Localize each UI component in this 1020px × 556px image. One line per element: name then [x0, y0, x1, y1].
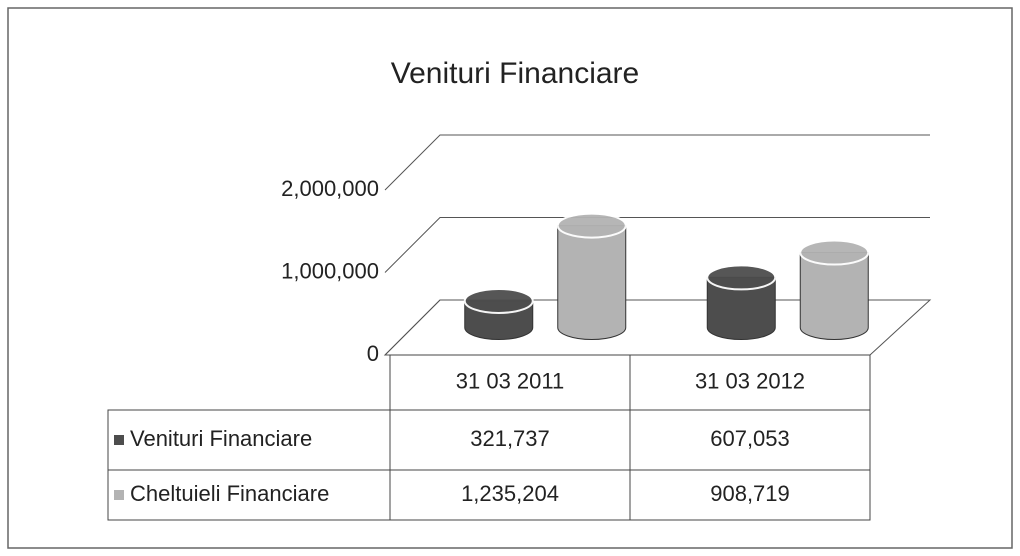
legend-label: Cheltuieli Financiare — [130, 481, 329, 506]
grid-line — [384, 134, 930, 191]
y-tick-label: 1,000,000 — [281, 258, 379, 283]
legend-label: Venituri Financiare — [130, 426, 312, 451]
cylinder — [706, 264, 777, 340]
cylinder-side — [706, 276, 776, 340]
cylinder — [556, 212, 627, 340]
x-tick-label: 31 03 2011 — [456, 368, 564, 393]
cylinder — [463, 287, 534, 340]
legend-swatch — [114, 490, 124, 500]
data-label: 607,053 — [710, 426, 790, 451]
cylinder-top — [799, 239, 870, 266]
data-label: 321,737 — [470, 426, 550, 451]
cylinder-side — [557, 225, 627, 340]
legend-swatch — [114, 435, 124, 445]
data-label: 908,719 — [710, 481, 790, 506]
grid-line — [384, 217, 930, 273]
cylinder-top — [556, 212, 627, 239]
chart-title: Venituri Financiare — [391, 57, 639, 90]
y-tick-label: 2,000,000 — [281, 176, 379, 201]
cylinder-side — [799, 252, 869, 340]
cylinder-top — [463, 287, 534, 314]
y-tick-label: 0 — [367, 341, 379, 366]
x-tick-label: 31 03 2012 — [695, 368, 805, 393]
cylinder — [799, 239, 870, 340]
cylinder-top — [706, 264, 777, 291]
data-label: 1,235,204 — [461, 481, 559, 506]
